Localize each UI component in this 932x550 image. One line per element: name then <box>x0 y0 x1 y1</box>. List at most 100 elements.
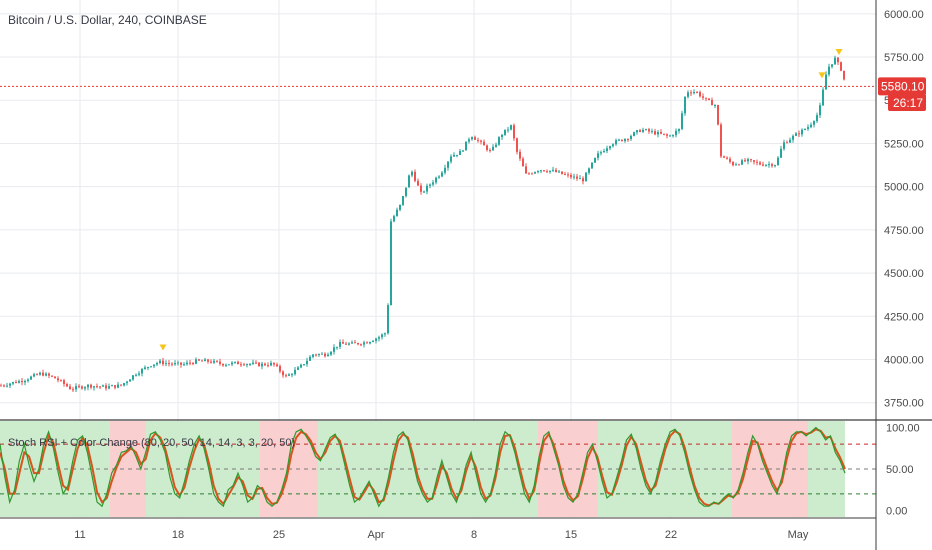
candle-body <box>435 177 437 183</box>
candle-body <box>765 164 767 166</box>
candle-body <box>798 133 800 135</box>
candle-body <box>78 386 80 388</box>
stoch-d-line <box>0 428 846 507</box>
candle-body <box>696 91 698 93</box>
candle-body <box>114 385 116 388</box>
candle-body <box>753 160 755 162</box>
candle-body <box>501 134 503 138</box>
candle-body <box>252 362 254 364</box>
indicator-axis-labels: 100.00 50.00 0.00 <box>886 423 920 518</box>
last-price-tag[interactable]: 5580.10 <box>878 77 926 96</box>
candle-body <box>729 158 731 162</box>
candle-body <box>606 148 608 152</box>
candle-body <box>684 96 686 114</box>
candle-body <box>657 131 659 135</box>
candle-body <box>714 105 716 107</box>
candle-body <box>69 386 71 390</box>
candle-body <box>465 141 467 151</box>
candle-body <box>30 376 32 380</box>
candle-body <box>762 164 764 166</box>
candle-body <box>636 130 638 133</box>
candle-body <box>261 363 263 367</box>
candle-body <box>666 134 668 136</box>
countdown-tag: 26:17 <box>888 94 926 111</box>
candle-body <box>429 184 431 186</box>
candle-body <box>12 382 14 384</box>
candle-body <box>3 385 5 387</box>
candle-body <box>258 362 260 367</box>
candle-body <box>159 360 161 363</box>
candle-body <box>339 342 341 347</box>
candle-body <box>654 131 656 135</box>
candle-body <box>477 139 479 141</box>
candle-body <box>0 385 2 387</box>
candle-body <box>42 372 44 376</box>
candle-body <box>735 164 737 166</box>
candle-body <box>744 160 746 162</box>
candle-body <box>126 381 128 384</box>
candle-body <box>138 373 140 375</box>
candle-body <box>384 333 386 335</box>
candle-body <box>66 384 68 387</box>
symbol-title[interactable]: Bitcoin / U.S. Dollar, 240, COINBASE <box>8 13 207 27</box>
indicator-tick-label: 0.00 <box>886 505 907 517</box>
candle-body <box>321 353 323 355</box>
candle-body <box>441 172 443 177</box>
candle-body <box>627 139 629 141</box>
candle-body <box>483 141 485 146</box>
candle-body <box>228 364 230 366</box>
time-tick-label: 22 <box>665 529 677 541</box>
candle-body <box>9 383 11 386</box>
candle-body <box>756 161 758 163</box>
countdown-tag-bg <box>888 94 926 111</box>
candle-body <box>453 154 455 157</box>
price-tick-label: 4500.00 <box>884 268 924 280</box>
stoch-rsi-lines <box>0 426 846 508</box>
time-tick-label: Apr <box>367 529 384 541</box>
candle-body <box>348 343 350 345</box>
candle-body <box>102 385 104 387</box>
candle-body <box>318 354 320 356</box>
candle-body <box>330 351 332 355</box>
candle-body <box>786 142 788 144</box>
indicator-title[interactable]: Stoch RSI + Color Change (80, 20, 50, 14… <box>8 437 295 449</box>
candle-body <box>843 70 845 80</box>
candle-body <box>591 162 593 169</box>
candle-body <box>309 356 311 361</box>
countdown-value: 26:17 <box>893 96 923 110</box>
candle-body <box>351 342 353 344</box>
last-price-value: 5580.10 <box>881 79 925 93</box>
candle-body <box>153 364 155 367</box>
candle-body <box>18 380 20 383</box>
candle-body <box>381 334 383 338</box>
candle-body <box>336 346 338 348</box>
candle-body <box>639 130 641 132</box>
candle-body <box>315 354 317 356</box>
candle-body <box>297 367 299 370</box>
candle-body <box>642 129 644 132</box>
candle-body <box>540 170 542 172</box>
candle-body <box>6 385 8 387</box>
candle-body <box>585 172 587 182</box>
candle-body <box>807 127 809 129</box>
candle-body <box>327 354 329 357</box>
signal-marker-down <box>818 72 826 79</box>
candle-body <box>36 374 38 376</box>
candle-body <box>675 130 677 136</box>
candle-body <box>414 171 416 181</box>
candle-body <box>816 115 818 122</box>
candle-body <box>426 185 428 192</box>
candle-body <box>237 361 239 365</box>
candle-body <box>312 354 314 357</box>
candle-body <box>819 105 821 116</box>
price-tick-label: 5750.00 <box>884 52 924 64</box>
candle-body <box>633 132 635 136</box>
candle-body <box>789 139 791 143</box>
time-tick-label: 25 <box>273 529 285 541</box>
candle-body <box>570 174 572 178</box>
candle-body <box>834 57 836 65</box>
candle-body <box>267 365 269 367</box>
candle-body <box>165 363 167 365</box>
candle-body <box>246 364 248 366</box>
price-tick-label: 3750.00 <box>884 398 924 410</box>
